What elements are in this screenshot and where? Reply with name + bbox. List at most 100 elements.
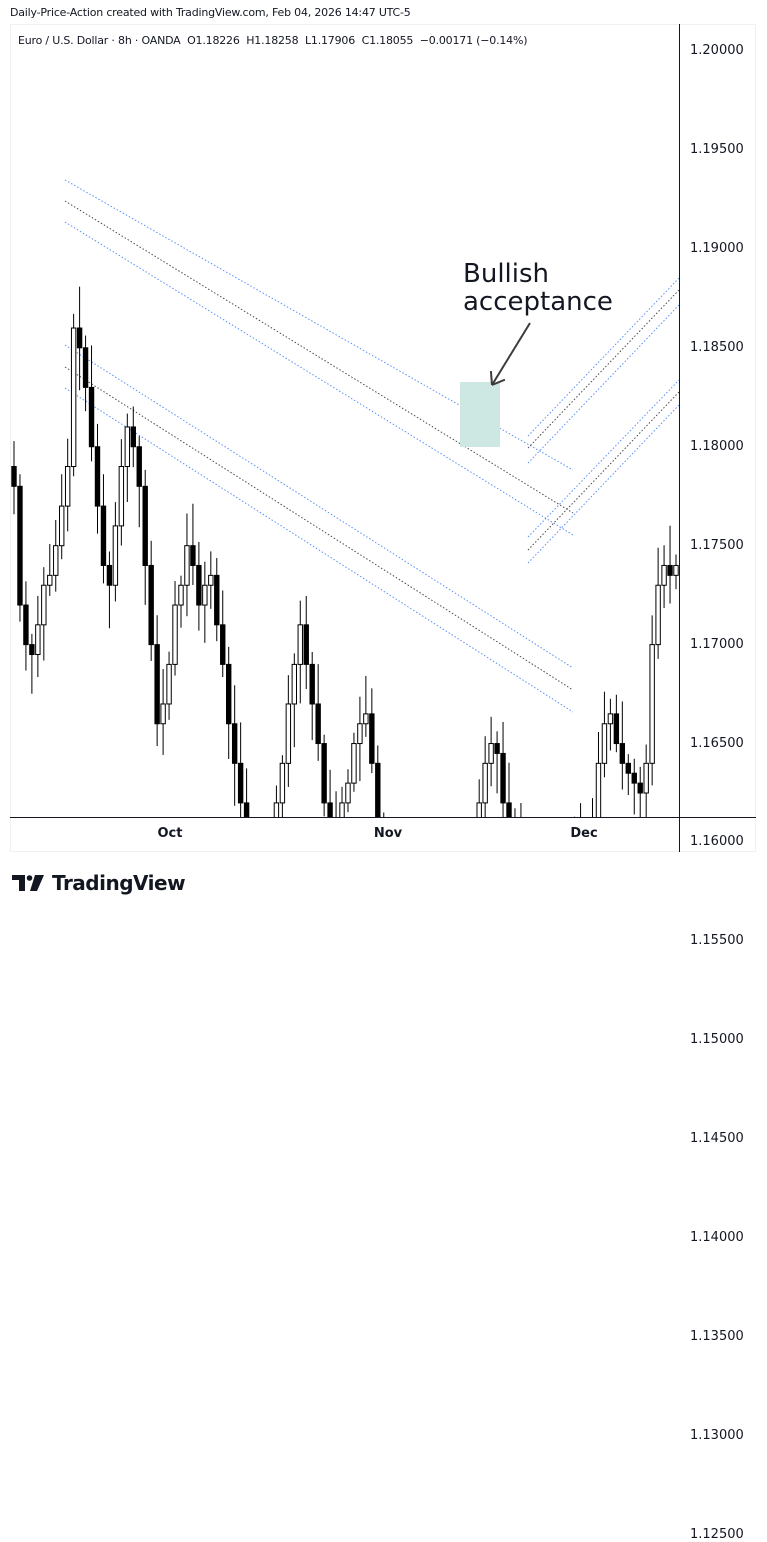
candle-up xyxy=(47,574,53,586)
ascending_channel-line[interactable] xyxy=(527,304,679,464)
symbol-legend: Euro / U.S. Dollar · 8h · OANDA O1.18226… xyxy=(18,34,528,47)
time-axis-divider xyxy=(10,817,756,818)
time-tick-label: Dec xyxy=(570,826,598,841)
price-tick-label: 1.12500 xyxy=(690,1527,744,1542)
candle-up xyxy=(595,762,602,817)
highlight-box[interactable] xyxy=(460,382,500,447)
candle-down xyxy=(637,782,643,794)
price-tick-label: 1.19500 xyxy=(690,141,744,157)
candle-up xyxy=(64,466,71,507)
candle-up xyxy=(363,713,369,725)
descending_channel-line[interactable] xyxy=(64,221,574,536)
candle-up xyxy=(160,703,166,725)
candle-down xyxy=(619,743,626,764)
candle-down xyxy=(106,564,113,586)
candle-up xyxy=(178,584,184,606)
price-tick-label: 1.20000 xyxy=(690,43,744,58)
ascending_channel-line[interactable] xyxy=(527,404,679,564)
price-tick-label: 1.18000 xyxy=(690,438,744,454)
candle-up xyxy=(285,703,292,764)
candle-up xyxy=(184,545,190,586)
candle-down xyxy=(76,327,83,349)
price-tick-label: 1.14000 xyxy=(690,1230,744,1246)
candle-down xyxy=(303,624,309,665)
descending_channel-line[interactable] xyxy=(64,387,574,713)
candle-up xyxy=(166,663,172,705)
candle-down xyxy=(613,713,620,745)
tradingview-logo-text: TradingView xyxy=(52,871,186,895)
ascending_channel-line[interactable] xyxy=(527,391,679,551)
tradingview-logo-icon xyxy=(12,875,44,891)
candle-down xyxy=(237,762,244,804)
candle-down xyxy=(369,713,375,764)
descending_channel-line[interactable] xyxy=(64,344,574,669)
time-tick-label: Nov xyxy=(373,826,403,841)
candle-down xyxy=(321,743,327,804)
price-tick-label: 1.13000 xyxy=(690,1428,744,1444)
candle-down xyxy=(136,446,142,487)
candle-up xyxy=(357,723,363,745)
candle-up xyxy=(351,743,357,784)
ascending_channel-line[interactable] xyxy=(527,289,679,449)
price-tick-label: 1.17000 xyxy=(690,636,744,652)
candle-up xyxy=(655,584,661,646)
candle-up xyxy=(118,466,125,527)
candle-up xyxy=(41,584,47,626)
descending_channel-line[interactable] xyxy=(64,366,574,691)
candle-up xyxy=(297,624,303,665)
price-tick-label: 1.16000 xyxy=(690,834,744,850)
candle-down xyxy=(214,574,220,626)
candle-down xyxy=(631,772,637,784)
price-tick-label: 1.17500 xyxy=(690,537,744,553)
candle-down xyxy=(309,663,315,705)
bullish-acceptance-label[interactable]: Bullish acceptance xyxy=(463,259,613,317)
candle-down xyxy=(231,723,238,764)
candle-up xyxy=(208,574,214,586)
candle-down xyxy=(494,743,500,754)
candle-up xyxy=(202,584,208,606)
candle-down xyxy=(154,644,160,725)
candle-down xyxy=(315,703,321,745)
candle-up xyxy=(112,525,119,586)
ascending_channel-line[interactable] xyxy=(527,277,679,437)
attribution-text: Daily-Price-Action created with TradingV… xyxy=(10,6,411,19)
candle-down xyxy=(142,485,148,566)
descending_channel-line[interactable] xyxy=(64,200,574,514)
candle-down xyxy=(130,426,136,448)
candle-up xyxy=(649,644,655,764)
candle-down xyxy=(243,802,250,817)
candle-down xyxy=(506,802,512,817)
candle-up xyxy=(35,624,41,656)
arrow-annotation[interactable] xyxy=(489,322,531,386)
candle-down xyxy=(625,762,631,774)
candle-down xyxy=(500,752,506,804)
candle-up xyxy=(70,327,77,468)
candle-up xyxy=(53,545,59,576)
price-tick-label: 1.14500 xyxy=(690,1131,744,1147)
candle-up xyxy=(488,743,494,764)
candle-up xyxy=(291,663,298,705)
candle-down xyxy=(88,386,95,448)
candle-down xyxy=(375,762,381,817)
candle-up xyxy=(172,604,178,665)
candle-down xyxy=(148,564,154,646)
price-tick-label: 1.19000 xyxy=(690,240,744,256)
candle-down xyxy=(667,564,673,576)
candle-down xyxy=(17,485,23,606)
candle-up xyxy=(643,762,649,794)
candle-down xyxy=(29,644,35,656)
candle-down xyxy=(327,802,333,817)
candle-down xyxy=(23,604,29,646)
candle-up xyxy=(601,723,608,764)
candle-down xyxy=(82,347,89,388)
candle-down xyxy=(11,466,17,487)
candle-up xyxy=(59,505,65,547)
chart-plot-area[interactable] xyxy=(10,24,679,817)
tradingview-logo: TradingView xyxy=(12,871,186,895)
candle-down xyxy=(196,564,202,606)
price-tick-label: 1.16500 xyxy=(690,735,744,751)
candle-down xyxy=(220,624,226,665)
price-tick-label: 1.18500 xyxy=(690,339,744,355)
ascending_channel-line[interactable] xyxy=(527,379,679,538)
candlesticks xyxy=(11,286,679,817)
